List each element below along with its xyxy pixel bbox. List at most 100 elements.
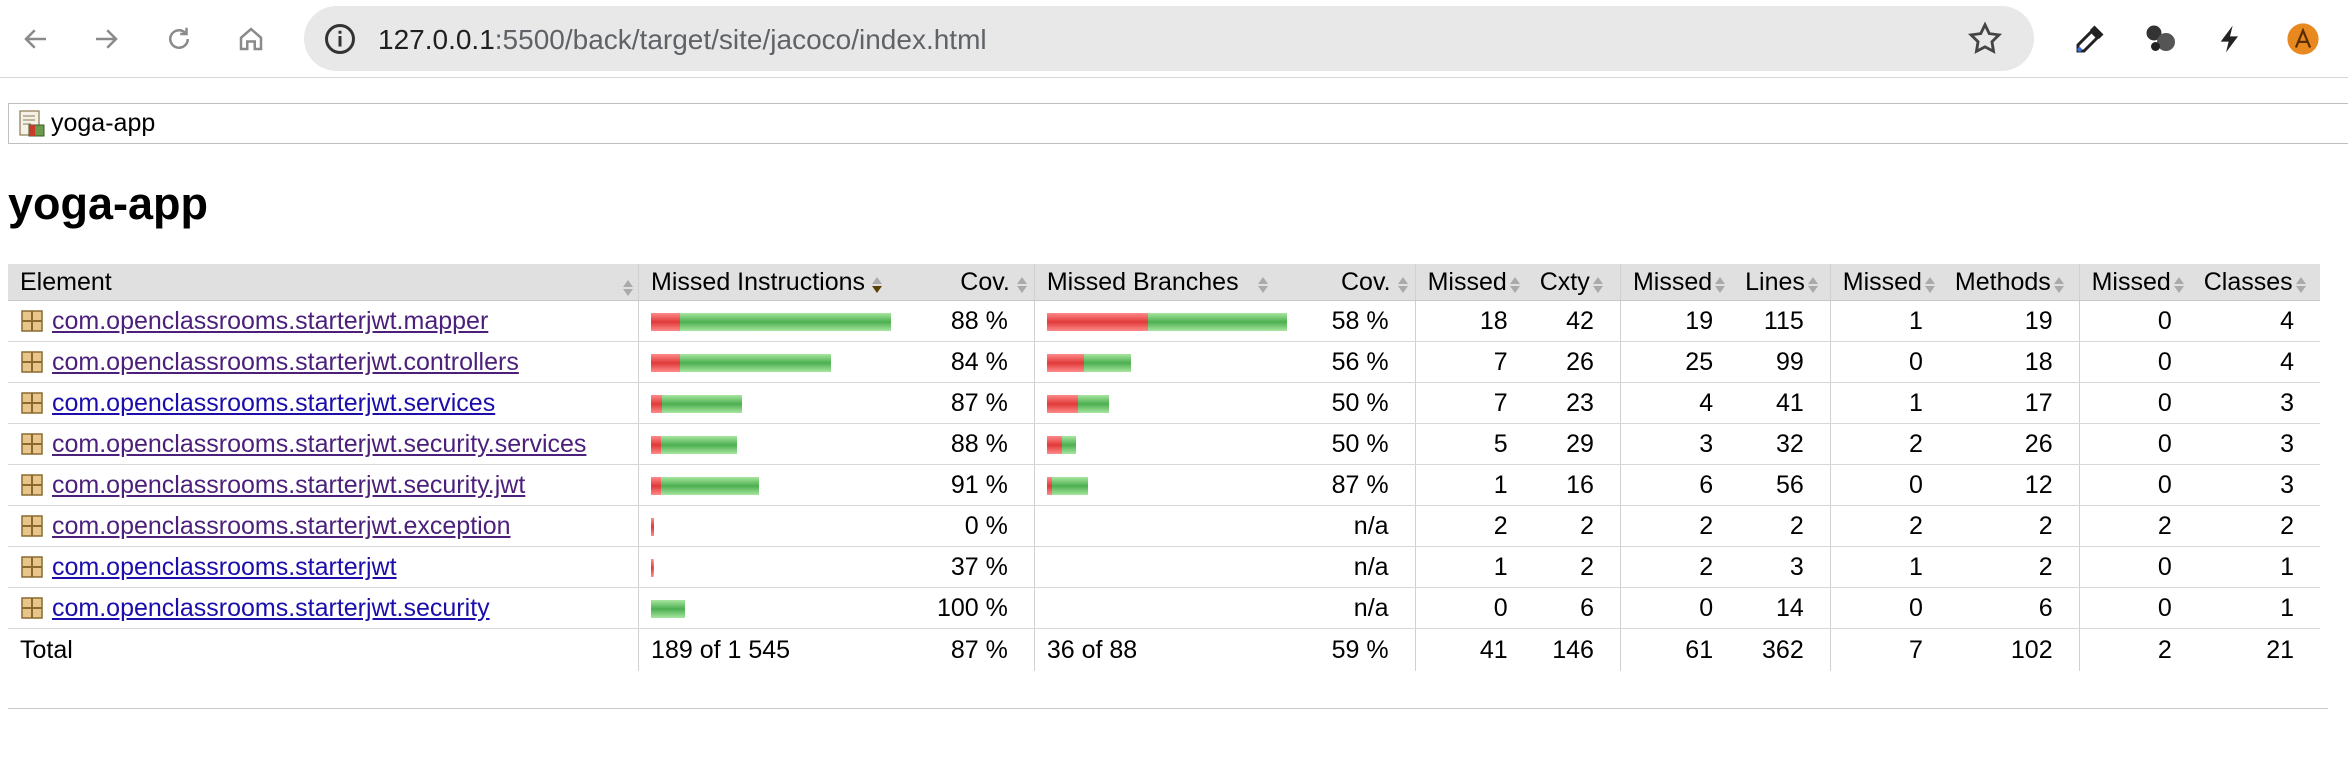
- address-bar[interactable]: 127.0.0.1:5500/back/target/site/jacoco/i…: [304, 6, 2034, 71]
- header-missed-methods[interactable]: Missed: [1829, 264, 1949, 301]
- package-link[interactable]: com.openclassrooms.starterjwt.security: [52, 593, 490, 622]
- package-link[interactable]: com.openclassrooms.starterjwt.controller…: [52, 347, 519, 376]
- instructions-bar-cell: [638, 464, 916, 506]
- instr-coverage: 0 %: [916, 505, 1035, 547]
- molecule-extension-icon[interactable]: [2140, 19, 2180, 59]
- back-button[interactable]: [14, 17, 58, 61]
- header-missed-cxty[interactable]: Missed: [1414, 264, 1534, 301]
- covered-segment: [653, 558, 655, 577]
- total-classes: 21: [2266, 635, 2294, 664]
- sort-icon: [1257, 273, 1269, 293]
- sort-icon: [2295, 273, 2307, 293]
- header-methods[interactable]: Methods: [1948, 264, 2080, 301]
- lines-cell: 32: [1739, 423, 1831, 465]
- header-missed-classes[interactable]: Missed: [2078, 264, 2198, 301]
- package-link[interactable]: com.openclassrooms.starterjwt: [52, 552, 397, 581]
- classes-cell: 4: [2197, 300, 2320, 342]
- url-text[interactable]: 127.0.0.1:5500/back/target/site/jacoco/i…: [378, 24, 987, 56]
- classes-cell: 3: [2197, 464, 2320, 506]
- branch-coverage: n/a: [1311, 505, 1416, 547]
- header-missed-branches[interactable]: Missed Branches: [1033, 264, 1312, 301]
- missed-methods-cell: 0: [1829, 587, 1949, 629]
- methods-cell: 18: [1948, 341, 2080, 383]
- instructions-bar-cell: [638, 587, 916, 629]
- bookmark-star-icon[interactable]: [1966, 20, 2004, 58]
- coverage-table: Element Missed Instructions Cov. Missed …: [8, 264, 2320, 671]
- instr-coverage: 37 %: [916, 546, 1035, 588]
- header-instr-coverage[interactable]: Cov.: [916, 264, 1035, 301]
- profile-avatar-icon[interactable]: [2283, 19, 2323, 59]
- header-branch-coverage-label: Cov.: [1341, 267, 1391, 296]
- lines-cell: 14: [1739, 587, 1831, 629]
- reload-icon: [169, 27, 189, 49]
- table-row: com.openclassrooms.starterjwt.mapper 88 %…: [8, 300, 2320, 342]
- branch-coverage: 87 %: [1311, 464, 1416, 506]
- home-icon: [239, 27, 263, 51]
- package-link[interactable]: com.openclassrooms.starterjwt.mapper: [52, 306, 489, 335]
- lines-cell: 3: [1739, 546, 1831, 588]
- header-branch-coverage[interactable]: Cov.: [1311, 264, 1416, 301]
- missed-lines-cell: 4: [1619, 382, 1740, 424]
- missed-segment: [1046, 476, 1052, 495]
- instructions-bar: [651, 394, 743, 413]
- covered-segment: [1061, 435, 1076, 454]
- package-link[interactable]: com.openclassrooms.starterjwt.exception: [52, 511, 511, 540]
- lines-cell: 99: [1739, 341, 1831, 383]
- classes-cell: 3: [2197, 423, 2320, 465]
- header-classes[interactable]: Classes: [2197, 264, 2320, 301]
- missed-classes-cell: 0: [2078, 423, 2198, 465]
- package-link[interactable]: com.openclassrooms.starterjwt.services: [52, 388, 496, 417]
- header-element[interactable]: Element: [8, 264, 639, 301]
- sort-icon: [1016, 273, 1028, 293]
- sort-icon: [1397, 273, 1409, 293]
- eyedropper-extension-icon[interactable]: [2070, 19, 2110, 59]
- instr-coverage: 84 %: [916, 341, 1035, 383]
- element-cell: com.openclassrooms.starterjwt.security.s…: [8, 423, 639, 465]
- header-missed-branches-label: Missed Branches: [1046, 267, 1239, 296]
- missed-segment: [1046, 394, 1078, 413]
- missed-methods-cell: 2: [1829, 423, 1949, 465]
- missed-lines-cell: 19: [1619, 300, 1740, 342]
- lines-cell: 115: [1739, 300, 1831, 342]
- element-cell: com.openclassrooms.starterjwt.services: [8, 382, 639, 424]
- classes-cell: 1: [2197, 587, 2320, 629]
- instructions-bar-cell: [638, 546, 916, 588]
- missed-segment: [1046, 353, 1084, 372]
- sort-icon: [1807, 273, 1819, 293]
- branches-bar-cell: [1033, 464, 1312, 506]
- covered-segment: [662, 394, 743, 413]
- missed-methods-cell: 1: [1829, 382, 1949, 424]
- header-missed-cxty-label: Missed: [1427, 267, 1507, 296]
- header-missed-lines[interactable]: Missed: [1619, 264, 1740, 301]
- cxty-cell: 2: [1533, 505, 1621, 547]
- header-element-label: Element: [20, 267, 112, 296]
- package-link[interactable]: com.openclassrooms.starterjwt.security.s…: [52, 429, 587, 458]
- missed-cxty-cell: 7: [1414, 341, 1534, 383]
- site-info-icon[interactable]: [322, 21, 358, 57]
- missed-classes-cell: 0: [2078, 382, 2198, 424]
- covered-segment: [680, 312, 892, 331]
- missed-lines-cell: 2: [1619, 505, 1740, 547]
- lightning-extension-icon[interactable]: [2210, 19, 2250, 59]
- header-lines[interactable]: Lines: [1739, 264, 1831, 301]
- forward-button[interactable]: [84, 17, 128, 61]
- table-header-row: Element Missed Instructions Cov. Missed …: [8, 264, 2320, 301]
- header-instr-coverage-label: Cov.: [960, 267, 1010, 296]
- total-missed-classes: 2: [2078, 628, 2198, 671]
- missed-lines-cell: 0: [1619, 587, 1740, 629]
- missed-segment: [651, 558, 654, 577]
- package-icon: [21, 555, 43, 578]
- reload-button[interactable]: [157, 17, 201, 61]
- header-missed-instructions[interactable]: Missed Instructions: [638, 264, 916, 301]
- branches-bar-cell: [1033, 587, 1312, 629]
- home-button[interactable]: [229, 17, 273, 61]
- package-link[interactable]: com.openclassrooms.starterjwt.security.j…: [52, 470, 526, 499]
- branches-bar-cell: [1033, 505, 1312, 547]
- methods-cell: 26: [1948, 423, 2080, 465]
- header-cxty[interactable]: Cxty: [1533, 264, 1621, 301]
- lines-cell: 41: [1739, 382, 1831, 424]
- classes-cell: 3: [2197, 382, 2320, 424]
- sort-icon: [1924, 273, 1936, 293]
- total-branch-coverage: 59 %: [1331, 635, 1389, 664]
- instructions-bar: [651, 353, 832, 372]
